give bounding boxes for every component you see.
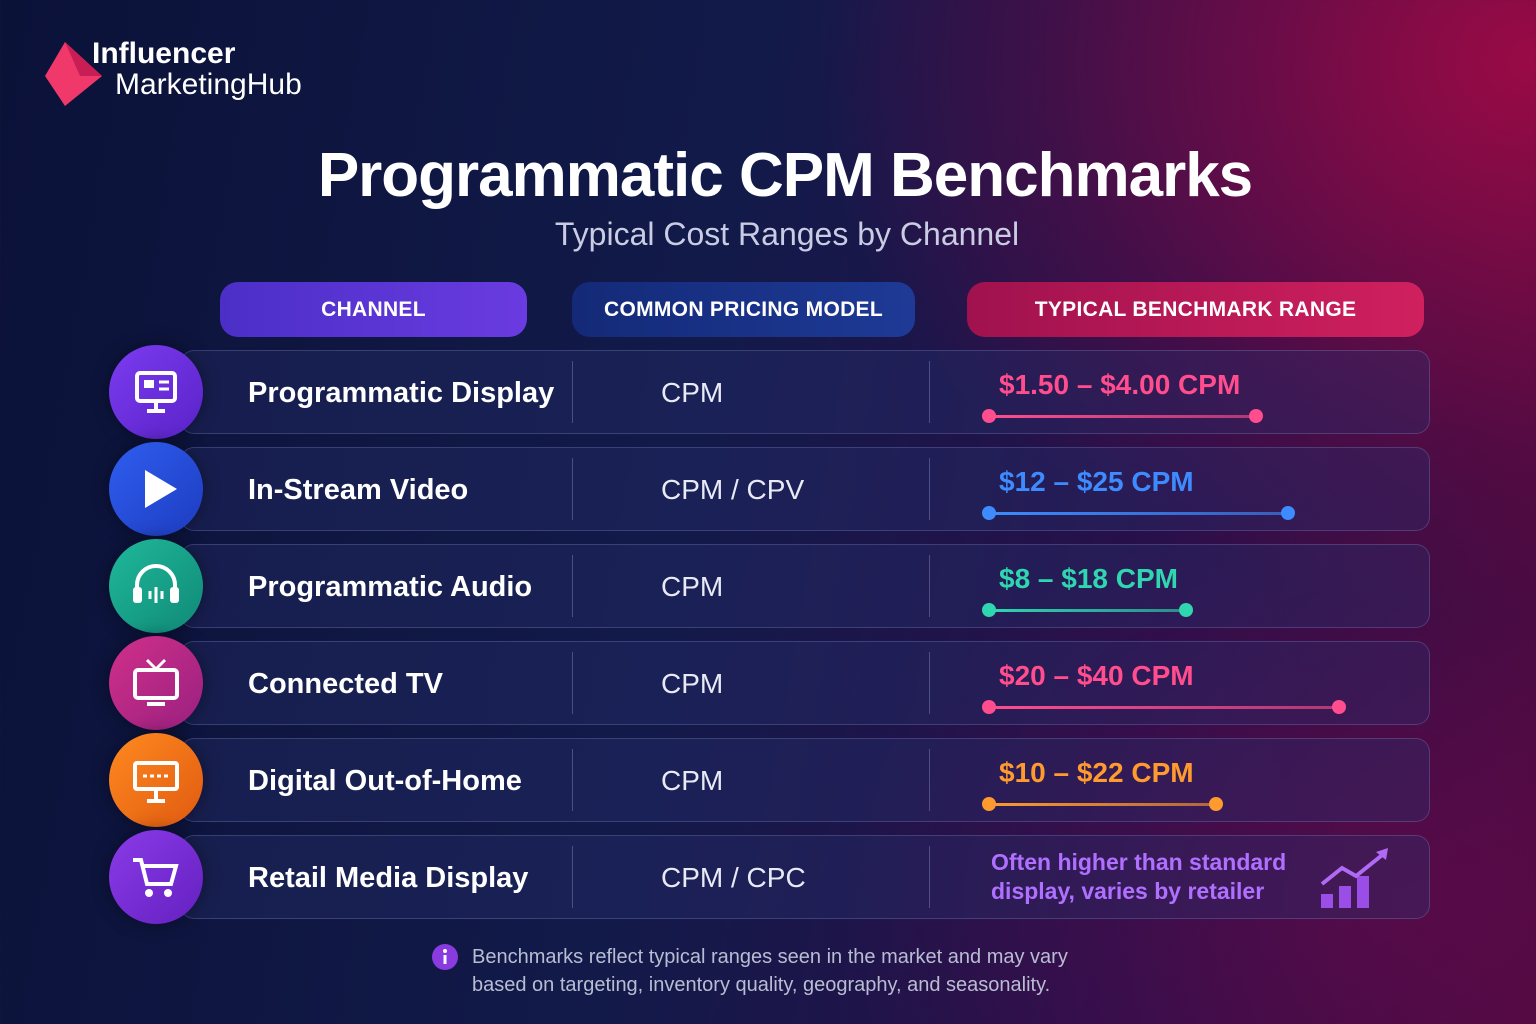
subtitle: Typical Cost Ranges by Channel <box>554 216 1020 252</box>
benchmark-range: $1.50 – $4.00 CPM <box>999 369 1241 400</box>
range-dot <box>982 506 996 520</box>
brand-line: Influencer <box>92 37 236 70</box>
table-row: In-Stream Video CPM / CPV $12 – $25 CPM <box>180 447 1430 531</box>
range-dot <box>982 409 996 423</box>
column-divider <box>572 652 573 714</box>
pricing-model: CPM <box>661 571 724 602</box>
channel-icon <box>109 733 203 827</box>
channel-icon <box>109 830 203 924</box>
column-header: TYPICAL BENCHMARK RANGE <box>967 282 1424 337</box>
range-bar <box>989 415 1256 418</box>
info-icon <box>432 944 458 970</box>
range-bar <box>989 609 1186 612</box>
channel-name: In-Stream Video <box>248 473 469 506</box>
range-dot <box>1281 506 1295 520</box>
range-dot <box>1249 409 1263 423</box>
channel-icon <box>109 636 203 730</box>
range-dot <box>1332 700 1346 714</box>
benchmark-range: $10 – $22 CPM <box>999 757 1194 788</box>
column-divider <box>572 749 573 811</box>
range-dot <box>982 797 996 811</box>
logo-mark <box>45 42 102 106</box>
footnote: Benchmarks reflect typical ranges seen i… <box>472 946 1068 996</box>
pricing-model: CPM / CPC <box>661 862 806 893</box>
icon-glyph <box>133 658 179 706</box>
range-dot <box>1179 603 1193 617</box>
icon-glyph <box>135 371 177 413</box>
channel-name: Connected TV <box>248 667 443 700</box>
column-divider <box>929 652 930 714</box>
benchmark-range: Often higher than standard display, vari… <box>991 849 1287 904</box>
column-divider <box>572 361 573 423</box>
range-bar <box>989 803 1216 806</box>
benchmark-range: $20 – $40 CPM <box>999 660 1194 691</box>
table-row: Retail Media Display CPM / CPC Often highe… <box>180 835 1430 919</box>
channel-icon <box>109 539 203 633</box>
table-row: Programmatic Audio CPM $8 – $18 CPM <box>180 544 1430 628</box>
channel-icon <box>109 345 203 439</box>
pricing-model: CPM <box>661 765 724 796</box>
pricing-model: CPM <box>661 377 724 408</box>
range-dot <box>1209 797 1223 811</box>
range-dot <box>982 603 996 617</box>
column-header: CHANNEL <box>220 282 527 337</box>
column-divider <box>929 555 930 617</box>
icon-glyph <box>133 761 179 803</box>
column-divider <box>572 555 573 617</box>
pricing-model: CPM <box>661 668 724 699</box>
icon-glyph <box>133 564 179 603</box>
brand-line: MarketingHub <box>115 68 302 101</box>
channel-name: Programmatic Display <box>248 376 555 409</box>
range-bar <box>989 512 1288 515</box>
channel-name: Retail Media Display <box>248 861 529 894</box>
column-divider <box>572 846 573 908</box>
benchmark-range: $12 – $25 CPM <box>999 466 1194 497</box>
trend-icon <box>1320 848 1388 908</box>
channel-icon <box>109 442 203 536</box>
benchmark-range: $8 – $18 CPM <box>999 563 1178 594</box>
pricing-model: CPM / CPV <box>661 474 805 505</box>
column-divider <box>929 458 930 520</box>
channel-name: Digital Out-of-Home <box>248 764 522 797</box>
title: Programmatic CPM Benchmarks <box>317 141 1253 210</box>
table-row: Digital Out-of-Home CPM $10 – $22 CPM <box>180 738 1430 822</box>
column-divider <box>929 749 930 811</box>
icon-glyph <box>133 858 179 897</box>
column-divider <box>929 361 930 423</box>
range-bar <box>989 706 1339 709</box>
range-dot <box>982 700 996 714</box>
column-header: COMMON PRICING MODEL <box>572 282 915 337</box>
column-divider <box>929 846 930 908</box>
column-divider <box>572 458 573 520</box>
table-row: Connected TV CPM $20 – $40 CPM <box>180 641 1430 725</box>
icon-glyph <box>145 470 177 508</box>
channel-name: Programmatic Audio <box>248 570 533 603</box>
table-row: Programmatic Display CPM $1.50 – $4.00 CPM <box>180 350 1430 434</box>
